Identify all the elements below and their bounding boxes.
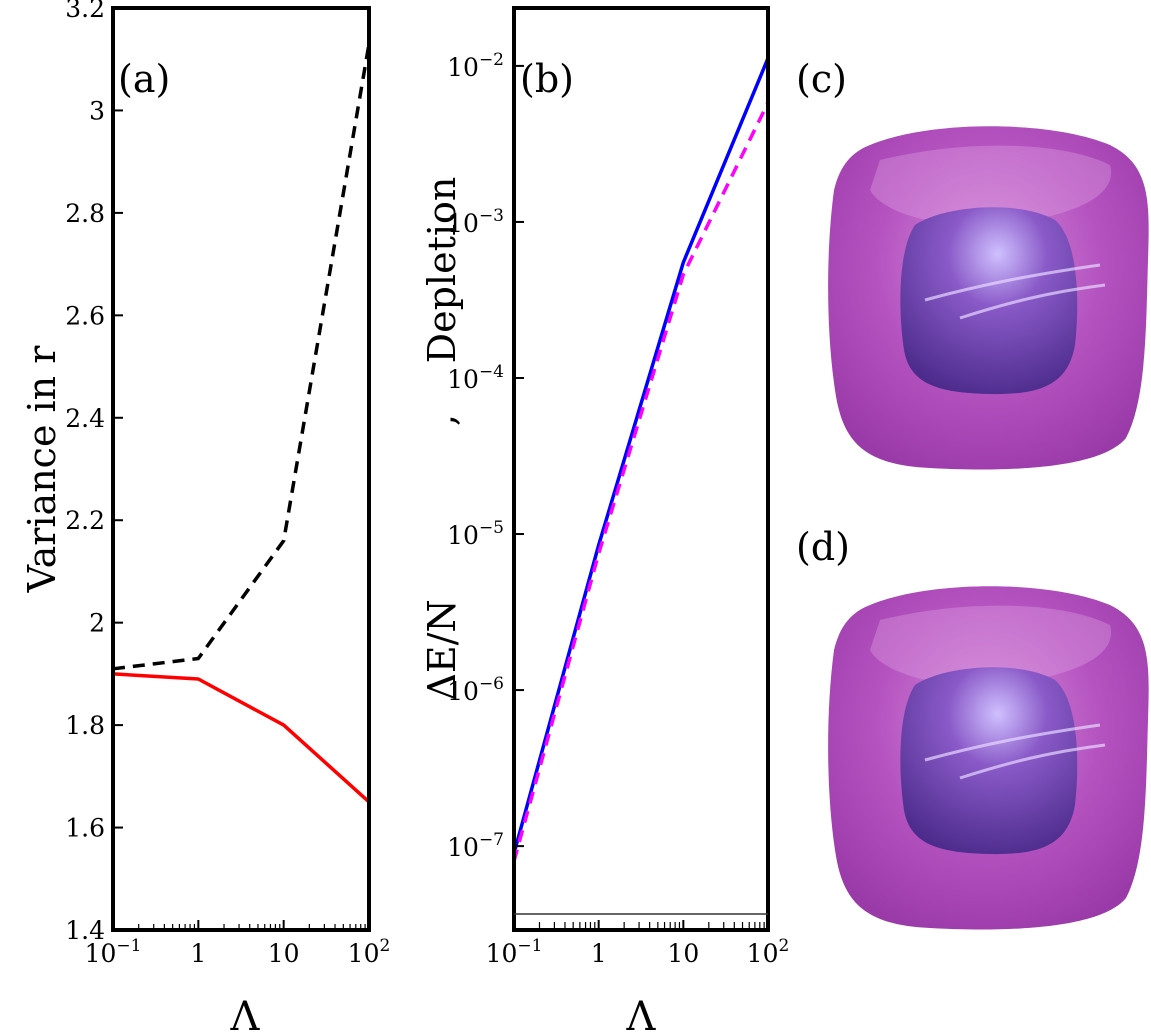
panel-b-y-tick-label: 10−2 [447, 50, 504, 82]
panel-b-x-tick-label: 1 [591, 939, 607, 968]
panel-c-inner-ridge [924, 263, 1106, 320]
panel-b-y-tick-label: 10−3 [447, 206, 504, 238]
panel-a-y-tick-label: 2.2 [65, 506, 105, 535]
panel-b-axes-box [512, 6, 770, 932]
panel-b-x-axis-label: Λ [626, 994, 657, 1036]
panel-b-x-tick-label: 10 [667, 939, 699, 968]
panel-a-axes-box [111, 6, 371, 932]
panel-d-inner-surface [900, 667, 1078, 855]
panel-a-y-tick-label: 2.6 [65, 301, 105, 330]
panel-a-y-tick-label: 1.4 [65, 916, 105, 945]
panel-a-y-tick-label: 2.8 [65, 199, 105, 228]
panel-a-y-tick-label: 1.6 [65, 814, 105, 843]
panel-b-x-tick-label: 102 [747, 936, 790, 968]
panel-b-y-tick-label: 10−5 [447, 518, 504, 550]
panel-a-x-axis-label: Λ [230, 994, 261, 1036]
panel-a-y-tick-label: 3 [89, 96, 105, 125]
panel-b-y-tick-label: 10−4 [447, 362, 504, 394]
panel-a-y-tick-label: 2 [89, 609, 105, 638]
panel-c-inner-surface [900, 207, 1078, 395]
panel-c-label: (c) [796, 57, 847, 101]
panel-d-outer-highlight [870, 605, 1112, 686]
panel-b-y-axis-label-part-1: ΔE/N [420, 599, 464, 700]
panel-a-chart: 1.4 1.6 1.8 2 2.2 2.4 2.6 2.8 3 3.2 10−1 1 10 102 (a… [20, 0, 767, 1036]
panel-b-y-tick-label: 10−6 [447, 674, 504, 706]
panel-a-x-tick-label: 1 [190, 939, 206, 968]
panel-d-label: (d) [796, 525, 850, 569]
panel-a-x-tick-label: 10−1 [85, 936, 142, 968]
panel-a-label: (a) [118, 57, 170, 101]
panel-a-plot-frame [113, 8, 767, 930]
panel-b-label: (b) [520, 57, 574, 101]
panel-a-series-dashed-line [112, 43, 371, 671]
panel-d-isosurface-image: (d) [796, 525, 1149, 930]
panel-a-y-tick-label: 3.2 [65, 0, 105, 23]
panel-a-y-axis-label: Variance in r [20, 345, 64, 594]
panel-d-inner-ridge [924, 723, 1106, 780]
panel-a-y-tick-label: 1.8 [65, 711, 105, 740]
panel-b-y-axis-label-part-3: Depletion [420, 177, 464, 364]
panel-a-y-tick-label: 2.4 [65, 404, 105, 433]
panel-b-y-axis-label-part-2: , [420, 414, 464, 426]
panel-a-x-tick-label: 10 [268, 939, 300, 968]
panel-b-y-tick-label: 10−7 [447, 830, 504, 862]
panel-c-isosurface-image: (c) [796, 57, 1149, 470]
panel-b-series-solid-line [512, 57, 770, 854]
panel-b-x-tick-label: 10−1 [486, 936, 543, 968]
panel-b-chart: 10−710−610−510−410−310−2 10−1 1 10 102 (b) … [420, 6, 790, 1036]
panel-a-series-solid-line [112, 672, 371, 804]
panel-b-series-dashed-line [512, 102, 770, 862]
panel-a-x-tick-label: 102 [348, 936, 391, 968]
panel-c-outer-highlight [870, 145, 1112, 226]
